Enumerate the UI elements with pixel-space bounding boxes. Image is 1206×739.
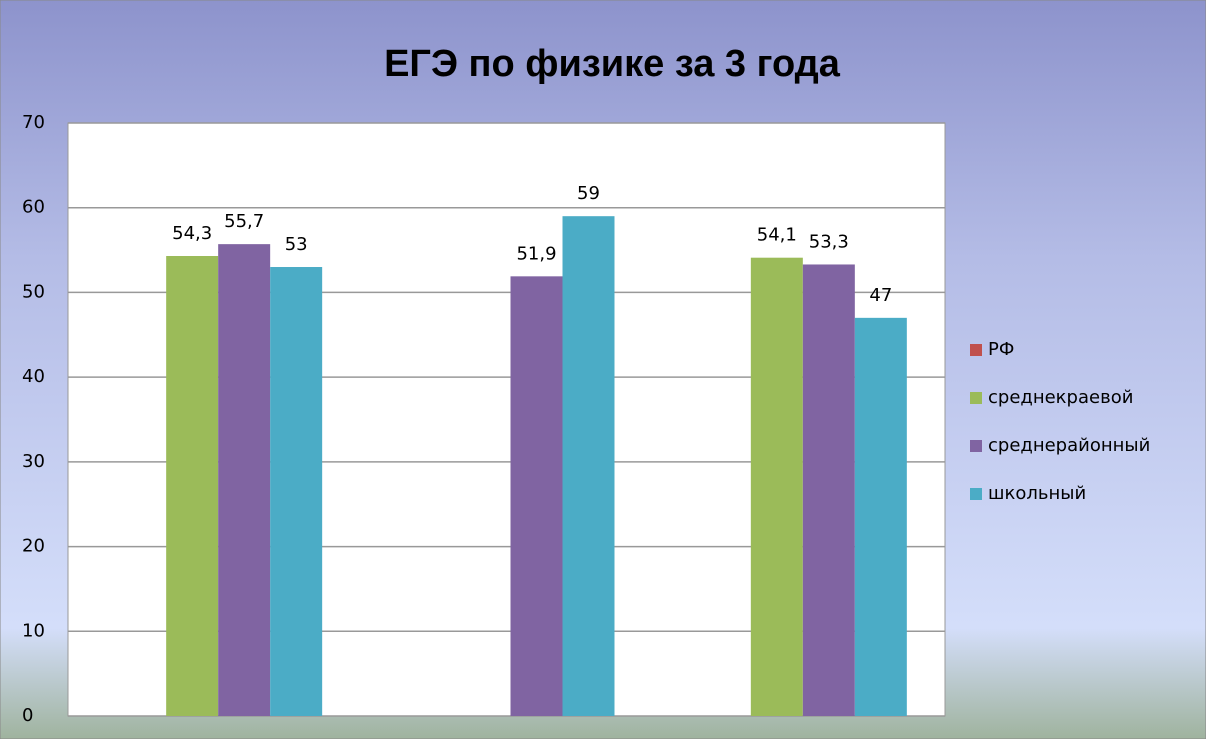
bar [218,244,271,717]
chart-title: ЕГЭ по физике за 3 года [384,43,841,85]
legend-label: среднекраевой [988,387,1133,408]
y-tick-label: 0 [22,705,33,726]
legend-swatch [970,392,982,404]
bar [166,256,219,716]
legend-label: РФ [988,339,1014,360]
y-tick-label: 20 [22,536,45,557]
legend-label: среднерайонный [988,435,1150,456]
y-tick-label: 50 [22,281,45,302]
bar [802,264,855,716]
data-label: 53,3 [809,231,849,252]
data-label: 55,7 [224,211,264,232]
data-label: 54,3 [172,223,212,244]
legend-swatch [970,344,982,356]
bar [270,267,323,716]
y-tick-label: 30 [22,451,45,472]
data-label: 47 [869,285,892,306]
y-tick-label: 60 [22,197,45,218]
y-tick-label: 70 [22,112,45,133]
legend-label: школьный [988,483,1086,504]
bar [562,216,615,716]
bar [854,317,907,716]
legend-swatch [970,488,982,500]
y-tick-label: 10 [22,620,45,641]
legend-swatch [970,440,982,452]
data-label: 59 [577,183,600,204]
bar [510,276,563,716]
data-label: 53 [285,234,308,255]
bar [750,257,803,716]
data-label: 51,9 [516,243,556,264]
y-tick-label: 40 [22,366,45,387]
data-label: 54,1 [757,225,797,246]
